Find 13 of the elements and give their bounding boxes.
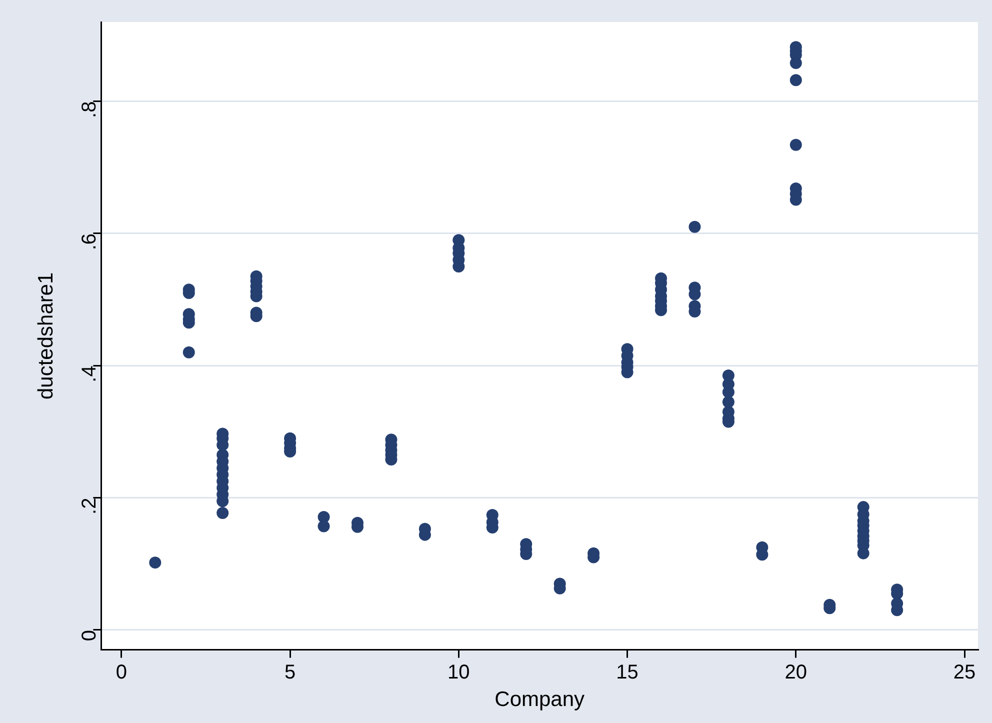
y-axis-title: ductedshare1 — [34, 272, 58, 400]
x-tick-label: 20 — [784, 661, 808, 684]
x-tick-label: 5 — [284, 661, 296, 684]
y-tick-label: .2 — [78, 498, 101, 514]
y-tick-label: .4 — [78, 366, 101, 382]
x-tick-label: 0 — [116, 661, 127, 684]
x-tick-label: 25 — [953, 661, 976, 684]
y-tick-label: .6 — [78, 233, 101, 250]
y-tick-label: .8 — [78, 101, 101, 118]
x-tick-label: 15 — [616, 661, 638, 684]
x-tick-label: 10 — [448, 661, 470, 684]
x-axis-title: Company — [494, 688, 586, 712]
y-tick-label: 0 — [78, 630, 101, 642]
